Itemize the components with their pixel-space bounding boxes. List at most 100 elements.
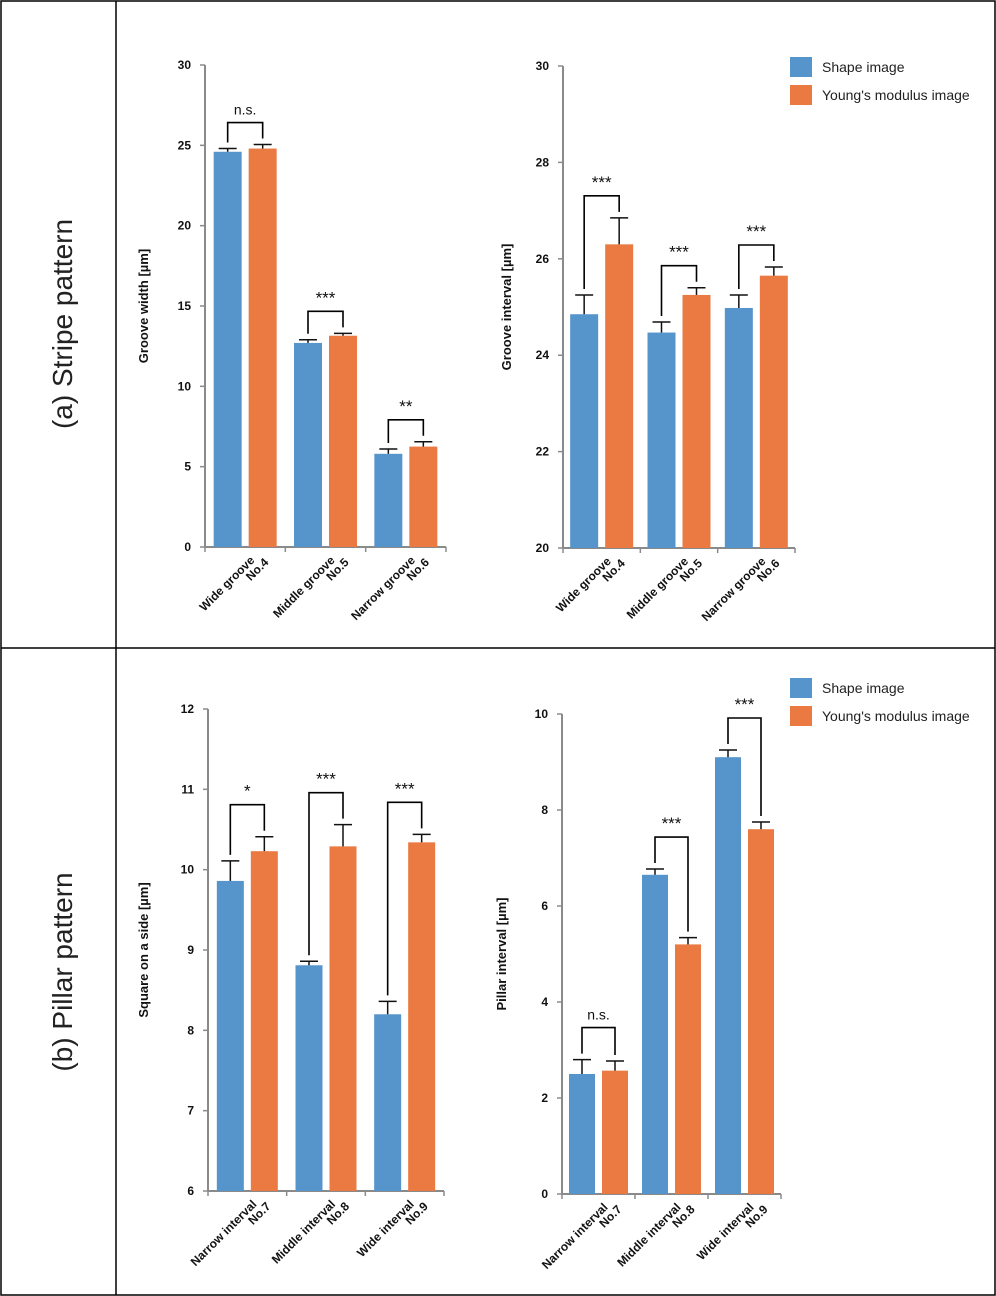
y-tick-label: 4 xyxy=(541,995,548,1009)
bar-shape xyxy=(570,314,599,548)
row-label-pillar: (b) Pillar pattern xyxy=(47,872,78,1071)
category-label: Narrow interval xyxy=(539,1200,611,1272)
y-tick-label: 22 xyxy=(536,445,550,459)
bar-shape xyxy=(647,332,676,548)
bar-young xyxy=(250,851,278,1191)
significance-bracket xyxy=(308,791,344,956)
significance-label: *** xyxy=(746,222,766,241)
significance-label: *** xyxy=(316,770,336,789)
legend-swatch xyxy=(790,85,812,105)
significance-label: *** xyxy=(669,243,689,262)
significance-bracket xyxy=(660,264,698,316)
legend-swatch xyxy=(790,678,812,698)
y-tick-label: 6 xyxy=(187,1184,194,1198)
y-tick-label: 6 xyxy=(541,899,548,913)
significance-bracket xyxy=(226,121,264,143)
significance-label: ** xyxy=(399,397,413,416)
y-tick-label: 30 xyxy=(536,59,550,73)
y-tick-label: 25 xyxy=(178,138,192,152)
chart-1: 0 5 10 15 20 25 30 Groove width [µm] n.s. Wide gr… xyxy=(136,58,447,623)
significance-label: *** xyxy=(662,814,682,833)
y-axis-title: Pillar interval [µm] xyxy=(494,898,509,1011)
significance-bracket xyxy=(386,801,423,996)
y-tick-label: 10 xyxy=(181,863,195,877)
bar-young xyxy=(409,446,438,547)
significance-label: *** xyxy=(395,779,415,798)
y-tick-label: 26 xyxy=(536,252,550,266)
bar-shape xyxy=(295,965,323,1191)
legend-swatch xyxy=(790,706,812,726)
y-axis-title: Groove width [µm] xyxy=(136,249,151,363)
category-label: Middle interval xyxy=(269,1197,338,1266)
bar-young xyxy=(248,148,277,547)
y-tick-label: 20 xyxy=(536,541,550,555)
legend-swatch xyxy=(790,57,812,77)
bar-shape xyxy=(374,1014,402,1191)
category-label: Wide groove xyxy=(197,553,258,614)
category-label: Middle interval xyxy=(614,1200,683,1269)
category-label: Narrow groove xyxy=(699,554,769,624)
legend-label: Shape image xyxy=(822,680,905,696)
bar-shape xyxy=(715,757,741,1194)
y-tick-label: 15 xyxy=(178,299,192,313)
y-axis-title: Groove interval [µm] xyxy=(499,244,514,371)
bar-shape xyxy=(724,307,753,548)
y-tick-label: 2 xyxy=(541,1091,548,1105)
y-tick-label: 8 xyxy=(187,1023,194,1037)
bar-young xyxy=(329,846,357,1191)
y-tick-label: 10 xyxy=(178,379,192,393)
bar-shape xyxy=(642,874,668,1194)
legend-label: Shape image xyxy=(822,59,905,75)
bar-shape xyxy=(216,880,244,1191)
y-tick-label: 28 xyxy=(536,155,550,169)
y-axis-title: Square on a side [µm] xyxy=(136,882,151,1017)
legend-label: Young's modulus image xyxy=(822,708,970,724)
bar-young xyxy=(675,944,701,1194)
y-tick-label: 9 xyxy=(187,943,194,957)
y-tick-label: 7 xyxy=(187,1104,194,1118)
chart-2: 20 22 24 26 28 30 Groove interval [µm] *** Wide … xyxy=(499,57,970,624)
bar-young xyxy=(408,842,436,1191)
bar-young xyxy=(759,275,788,548)
significance-label: n.s. xyxy=(587,1007,610,1023)
bar-young xyxy=(329,335,357,547)
category-label: Wide groove xyxy=(553,554,614,615)
y-tick-label: 10 xyxy=(535,707,549,721)
y-tick-label: 0 xyxy=(184,540,191,554)
y-tick-label: 20 xyxy=(178,219,192,233)
significance-bracket xyxy=(727,717,762,816)
y-tick-label: 24 xyxy=(536,348,550,362)
significance-bracket xyxy=(654,836,689,932)
bar-young xyxy=(605,244,634,548)
category-label: Middle groove xyxy=(624,554,692,622)
category-label: Narrow groove xyxy=(348,553,418,623)
chart-4: 0 2 4 6 8 10 Pillar interval [µm] n.s. Narrow in… xyxy=(494,678,970,1272)
y-tick-label: 8 xyxy=(541,803,548,817)
bar-shape xyxy=(294,342,322,547)
category-label: Wide interval xyxy=(694,1200,757,1263)
significance-label: *** xyxy=(592,173,612,192)
row-label-stripe: (a) Stripe pattern xyxy=(47,219,78,429)
category-label: Wide interval xyxy=(354,1197,417,1260)
significance-bracket xyxy=(229,803,266,855)
category-label: Middle groove xyxy=(270,553,338,621)
significance-label: *** xyxy=(316,288,336,307)
legend: Shape image Young's modulus image xyxy=(790,678,970,726)
y-tick-label: 30 xyxy=(178,58,192,72)
bar-young xyxy=(682,294,711,548)
legend: Shape image Young's modulus image xyxy=(790,57,970,105)
significance-label: n.s. xyxy=(234,102,257,118)
significance-bracket xyxy=(307,310,344,334)
significance-bracket xyxy=(387,418,425,443)
y-tick-label: 0 xyxy=(541,1187,548,1201)
y-tick-label: 5 xyxy=(184,460,191,474)
significance-bracket xyxy=(583,195,620,289)
bar-young xyxy=(602,1070,628,1194)
bar-shape xyxy=(374,453,403,547)
bar-shape xyxy=(213,151,242,547)
bar-young xyxy=(748,829,774,1194)
category-label: Narrow interval xyxy=(188,1197,260,1269)
